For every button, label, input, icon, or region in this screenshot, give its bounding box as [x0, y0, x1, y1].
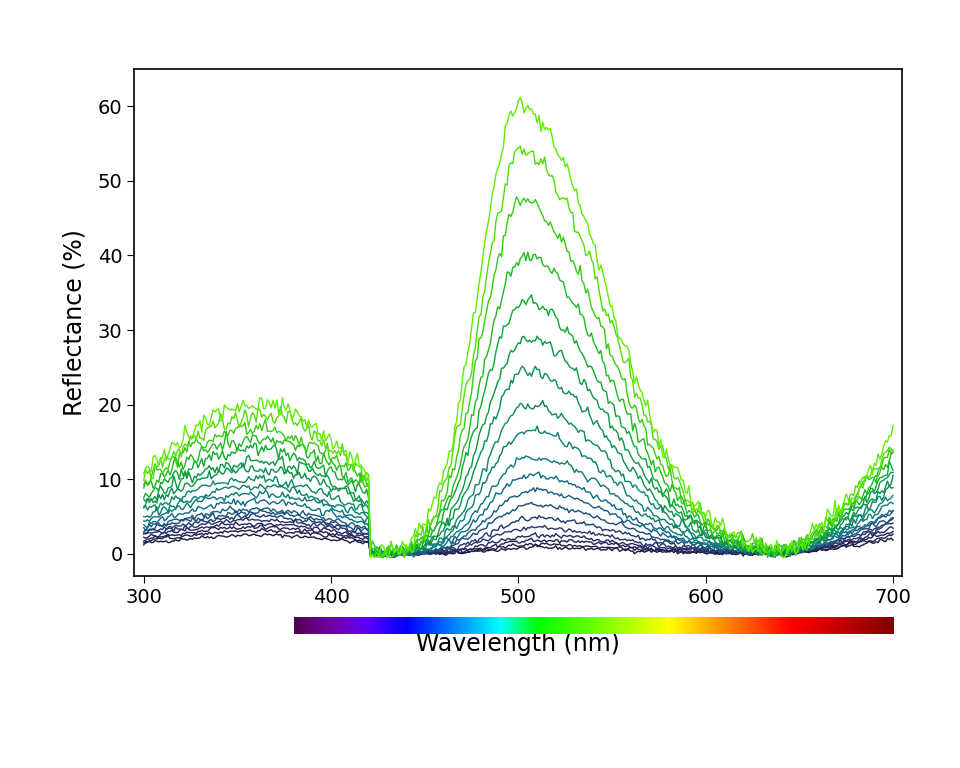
- X-axis label: Wavelength (nm): Wavelength (nm): [417, 632, 620, 656]
- Y-axis label: Reflectance (%): Reflectance (%): [62, 229, 86, 416]
